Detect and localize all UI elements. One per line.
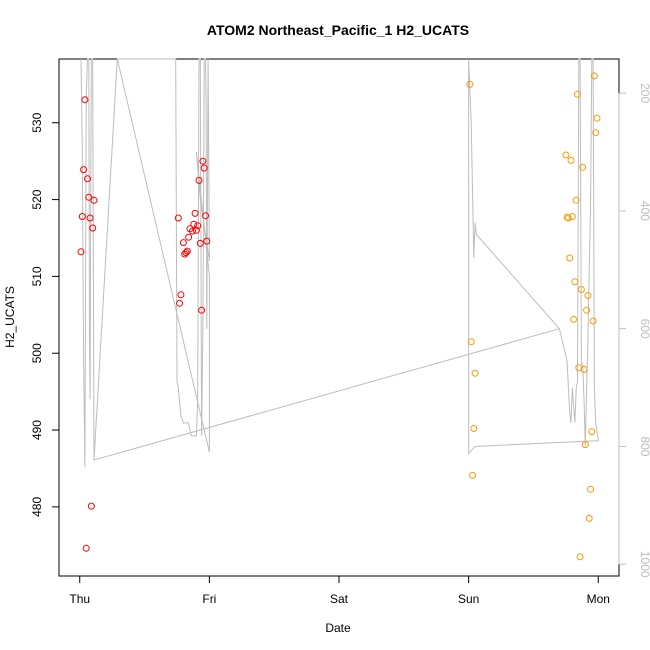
red-data-point (174, 214, 182, 222)
right-y-tick-label: 800 (638, 436, 650, 456)
points-layer (77, 72, 601, 561)
orange-data-point (571, 278, 579, 286)
x-axis: Thu Fri Sat Sun Mon (69, 575, 610, 606)
y-tick-label: 500 (30, 343, 44, 363)
orange-data-point (577, 286, 585, 293)
red-data-point (200, 164, 208, 172)
orange-data-point (587, 485, 594, 493)
red-data-point (183, 247, 191, 255)
orange-data-point (469, 471, 476, 479)
right-y-tick-label: 400 (638, 201, 650, 221)
red-data-point (89, 224, 97, 232)
orange-data-point (471, 369, 479, 377)
orange-data-point (576, 553, 584, 561)
red-data-point (194, 222, 202, 230)
orange-data-point (564, 214, 572, 222)
red-data-point (179, 239, 187, 247)
orange-data-point (568, 213, 576, 220)
right-y-tick-label: 1000 (638, 551, 650, 578)
y-axis-label: H2_UCATS (3, 286, 17, 348)
chart-title: ATOM2 Northeast_Pacific_1 H2_UCATS (207, 22, 469, 38)
y-tick-label: 510 (30, 266, 44, 286)
red-data-point (85, 193, 93, 201)
x-tick-label: Fri (202, 592, 216, 606)
plot-frame (58, 58, 620, 577)
red-data-point (86, 214, 94, 222)
orange-data-point (579, 163, 587, 171)
x-axis-label: Date (325, 621, 351, 635)
plot-box (58, 58, 620, 577)
red-data-point (81, 96, 89, 104)
x-tick-label: Sun (458, 592, 479, 606)
red-data-point (77, 248, 85, 256)
red-data-point (203, 237, 211, 245)
red-data-point (185, 233, 193, 241)
red-data-point (84, 175, 91, 183)
y-axis: 480 490 500 510 520 530 (30, 112, 60, 517)
orange-data-point (470, 425, 478, 432)
orange-data-point (593, 114, 601, 122)
orange-data-point (581, 441, 589, 449)
orange-data-point (562, 151, 570, 159)
orange-data-point (570, 315, 578, 323)
orange-data-point (567, 156, 575, 164)
orange-data-point (585, 514, 593, 522)
y-tick-label: 490 (30, 420, 44, 440)
red-data-point (189, 227, 196, 235)
red-data-point (198, 306, 206, 314)
profile-line-layer (80, 58, 599, 468)
orange-data-point (566, 254, 574, 262)
orange-data-point (590, 72, 598, 80)
red-data-point (177, 291, 185, 299)
x-tick-label: Sat (330, 592, 349, 606)
orange-data-point (574, 90, 581, 98)
profile-line (80, 58, 599, 468)
red-data-point (195, 176, 203, 184)
right-y-tick-label: 600 (638, 319, 650, 339)
red-data-point (80, 166, 88, 174)
y-tick-label: 480 (30, 497, 44, 517)
red-data-point (87, 502, 95, 510)
red-data-point (176, 299, 184, 307)
orange-data-point (583, 306, 591, 314)
x-tick-label: Mon (587, 592, 610, 606)
orange-data-point (589, 317, 597, 325)
orange-data-point (467, 338, 475, 346)
red-data-point (82, 544, 90, 552)
right-y-axis: 200 400 600 800 1000 (618, 83, 650, 578)
red-data-point (182, 249, 190, 257)
red-data-point (199, 157, 207, 165)
right-y-tick-label: 200 (638, 83, 650, 103)
y-tick-label: 520 (30, 189, 44, 209)
red-data-point (191, 209, 199, 217)
orange-data-point (592, 129, 600, 137)
red-data-point (196, 239, 204, 247)
orange-data-point (584, 292, 592, 300)
orange-data-point (588, 428, 596, 436)
orange-data-point (563, 213, 571, 221)
y-tick-label: 530 (30, 112, 44, 132)
red-data-point (192, 226, 200, 234)
red-data-point (202, 212, 209, 220)
red-data-point (90, 196, 98, 204)
orange-data-point (466, 80, 474, 88)
red-data-point (190, 220, 198, 228)
red-data-point (78, 213, 86, 220)
orange-data-point (572, 196, 580, 204)
x-tick-label: Thu (69, 592, 90, 606)
orange-data-point (580, 365, 588, 373)
